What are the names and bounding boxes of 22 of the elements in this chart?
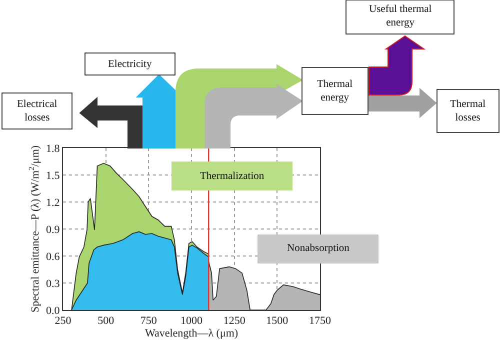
text: Electricity xyxy=(108,59,152,70)
x-tick-label: 1500 xyxy=(266,315,289,328)
annotation: Nonabsorption xyxy=(287,243,350,254)
x-tick-label: 1250 xyxy=(223,315,246,328)
text: Thermal losses xyxy=(450,99,486,124)
y-tick-label: 1.5 xyxy=(46,170,60,182)
x-axis-title: Wavelength—λ (μm) xyxy=(144,327,238,340)
x-tick-label: 1000 xyxy=(180,315,203,328)
annotation: Thermalization xyxy=(200,171,265,182)
x-tick-label: 1750 xyxy=(309,315,332,328)
y-tick-label: 0.0 xyxy=(46,304,60,317)
y-tick-label: 1.2 xyxy=(46,196,60,209)
y-tick-label: 0.6 xyxy=(46,250,60,263)
x-tick-label: 250 xyxy=(54,315,72,328)
x-tick-label: 750 xyxy=(140,315,158,328)
y-tick-label: 1.8 xyxy=(46,142,60,155)
text: Useful thermal energy xyxy=(369,4,432,29)
text: Electrical losses xyxy=(17,99,58,124)
y-tick-label: 0.9 xyxy=(46,224,60,236)
x-tick-label: 500 xyxy=(98,315,115,328)
y-tick-label: 0.3 xyxy=(46,278,60,290)
text: Thermal energy xyxy=(317,79,353,104)
